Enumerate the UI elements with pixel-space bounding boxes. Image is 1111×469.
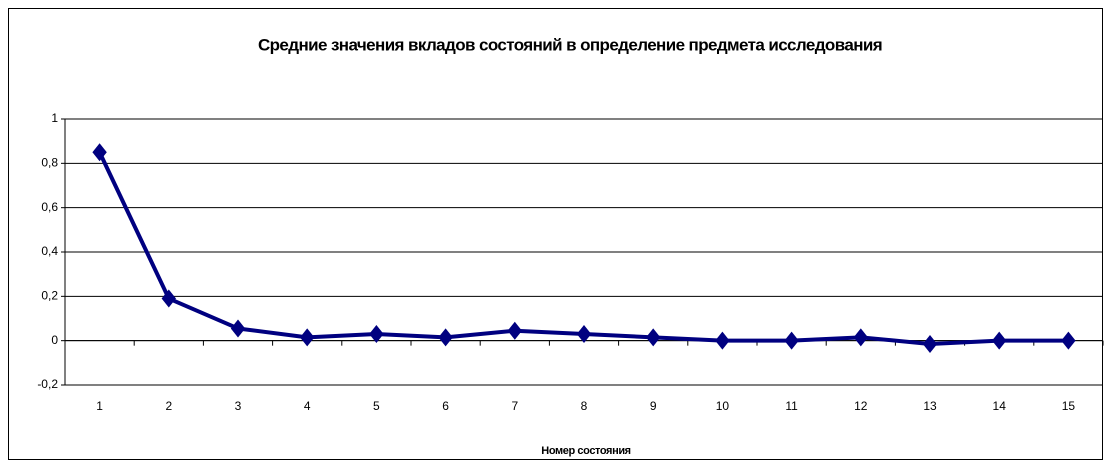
- point-marker: [922, 334, 938, 353]
- x-tick-label: 12: [854, 399, 868, 413]
- point-marker: [507, 321, 522, 340]
- point-marker: [715, 331, 730, 350]
- point-marker: [300, 328, 315, 347]
- x-tick-label: 2: [165, 399, 172, 413]
- x-tick-label: 10: [716, 399, 730, 413]
- point-marker: [1061, 331, 1076, 350]
- x-tick-label: 15: [1062, 399, 1076, 413]
- x-tick-label: 8: [581, 399, 588, 413]
- point-marker: [438, 328, 453, 347]
- x-axis-title: Номер состояния: [541, 445, 630, 457]
- x-tick-label: 13: [923, 399, 937, 413]
- point-marker: [230, 319, 246, 338]
- y-tick-label: 0,6: [41, 200, 58, 214]
- y-tick-label: 0,4: [41, 244, 58, 258]
- chart-border: [8, 8, 1103, 460]
- point-marker: [853, 328, 868, 347]
- x-tick-label: 7: [511, 399, 518, 413]
- x-tick-label: 5: [373, 399, 380, 413]
- y-tick-label: 0,2: [41, 289, 58, 303]
- chart-title: Средние значения вкладов состояний в опр…: [258, 35, 882, 54]
- point-marker: [992, 331, 1007, 350]
- y-tick-label: 0: [51, 333, 58, 347]
- point-marker: [369, 325, 384, 344]
- y-tick-label: -0,2: [37, 377, 58, 391]
- point-marker: [784, 331, 799, 350]
- x-tick-label: 4: [304, 399, 311, 413]
- x-tick-label: 9: [650, 399, 657, 413]
- x-tick-label: 11: [785, 399, 798, 413]
- point-marker: [576, 325, 592, 344]
- y-tick-label: 1: [51, 111, 58, 125]
- point-marker: [161, 289, 176, 308]
- point-marker: [646, 328, 661, 347]
- point-marker: [92, 143, 107, 162]
- x-tick-label: 6: [442, 399, 449, 413]
- x-tick-label: 3: [235, 399, 242, 413]
- x-tick-label: 1: [96, 399, 103, 413]
- x-tick-label: 14: [993, 399, 1007, 413]
- y-tick-label: 0,8: [41, 156, 58, 170]
